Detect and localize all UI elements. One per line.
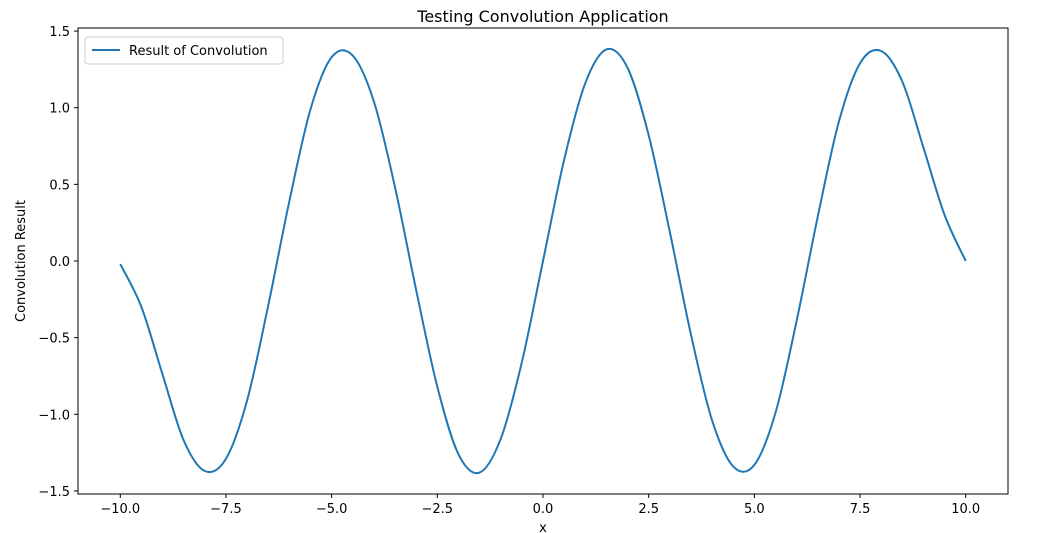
x-tick-label: 7.5 <box>850 502 871 517</box>
y-tick-label: 0.5 <box>49 178 70 193</box>
series-line-0 <box>119 47 967 475</box>
x-tick-label: −5.0 <box>316 502 348 517</box>
x-tick-label: 0.0 <box>533 502 554 517</box>
legend: Result of Convolution <box>84 36 284 65</box>
x-tick-label: 5.0 <box>744 502 765 517</box>
x-tick-label: 10.0 <box>951 502 980 517</box>
y-tick-label: −1.5 <box>38 485 70 500</box>
y-tick-label: −0.5 <box>38 332 70 347</box>
x-axis-label: x <box>539 521 547 533</box>
x-tick-label: 2.5 <box>638 502 659 517</box>
chart-title: Testing Convolution Application <box>416 7 668 26</box>
y-tick-label: −1.0 <box>38 408 70 423</box>
axis-ticks: −10.0 −7.5 −5.0 −2.5 0.0 2.5 5.0 7.5 10.0 −1.5 −1.… <box>38 25 980 517</box>
x-tick-label: −10.0 <box>100 502 140 517</box>
legend-box <box>84 36 284 65</box>
y-tick-label: 1.5 <box>49 25 70 40</box>
y-tick-label: 0.0 <box>49 255 70 270</box>
y-tick-label: 1.0 <box>49 102 70 117</box>
x-tick-label: −7.5 <box>210 502 242 517</box>
legend-label: Result of Convolution <box>129 44 268 59</box>
y-axis-label: Convolution Result <box>14 200 29 322</box>
x-tick-label: −2.5 <box>422 502 454 517</box>
chart-marks <box>119 47 967 475</box>
